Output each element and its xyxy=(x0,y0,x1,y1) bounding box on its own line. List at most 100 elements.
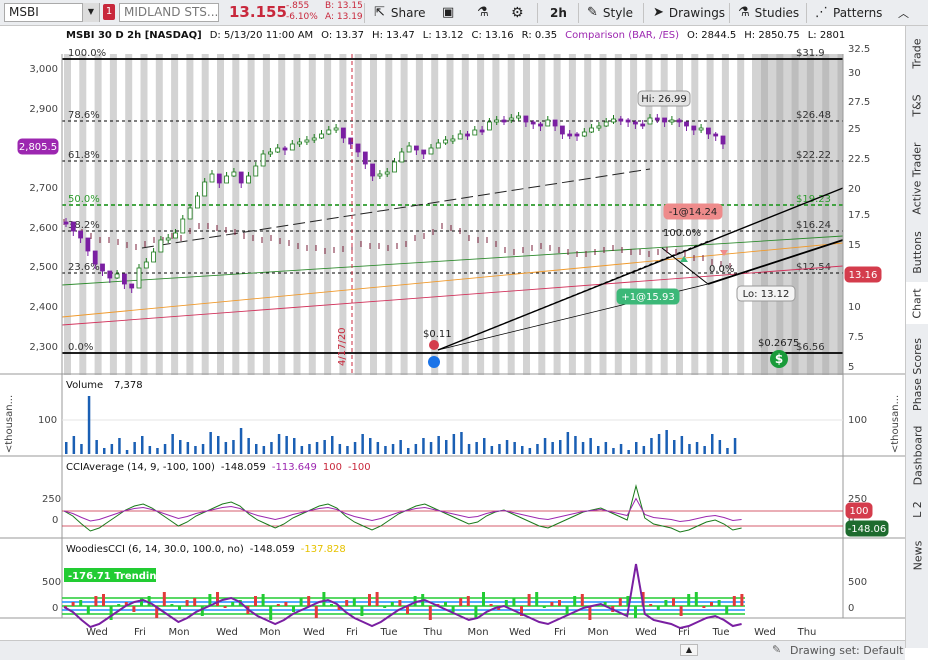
dividend-icon[interactable] xyxy=(770,350,788,368)
comparison-price-tag[interactable] xyxy=(17,138,59,155)
candle-body xyxy=(596,125,602,129)
candle-body xyxy=(574,133,580,137)
price-panel[interactable]: 100.0% $31.9 78.6% $26.48 61.8% $22.22 50.0% $1… xyxy=(61,48,844,375)
channel-left-edge[interactable] xyxy=(661,247,709,285)
style-button[interactable]: ✎ Style xyxy=(587,0,633,25)
earnings-icon[interactable] xyxy=(429,340,439,350)
candle-body xyxy=(63,221,69,225)
trendline-dashed[interactable] xyxy=(141,168,651,249)
woodies-histogram-bar xyxy=(352,598,356,606)
chevron-down-icon[interactable]: ▼ xyxy=(82,3,99,22)
woodies-cci-line xyxy=(63,563,742,630)
sidebar-tab-l-2[interactable]: L 2 xyxy=(906,490,928,528)
share-button[interactable]: ⇱ Share xyxy=(374,0,426,25)
current-price-tag[interactable] xyxy=(844,266,882,283)
symbol-input[interactable]: MSBI xyxy=(4,3,100,22)
sidebar-tab-label: Buttons xyxy=(911,230,925,274)
session-band xyxy=(232,54,240,375)
screenshot-button[interactable]: ▣ xyxy=(442,0,454,25)
candle-body xyxy=(370,163,376,177)
woodies-histogram-bar xyxy=(140,598,143,606)
info-icon[interactable] xyxy=(428,356,440,368)
link-group-badge[interactable]: 1 xyxy=(103,4,115,20)
candle-body xyxy=(151,251,157,263)
settings-button[interactable]: ⚙ xyxy=(511,0,524,25)
volume-bar xyxy=(209,432,212,454)
fib-baseline[interactable] xyxy=(437,240,709,351)
lab-button[interactable]: ⚗ xyxy=(477,0,489,25)
volume-bar xyxy=(346,446,349,454)
lo-label[interactable] xyxy=(736,285,796,302)
sidebar-tab-label: Phase Scores xyxy=(911,337,925,411)
overlays: 2,805.5 13.16 Hi: 26.99 Lo: 13.12 -1@14.24 +1… xyxy=(17,90,889,537)
buy-order-tag[interactable] xyxy=(616,288,680,305)
volume-bar xyxy=(612,448,615,454)
sidebar-tab-phase-scores[interactable]: Phase Scores xyxy=(906,328,928,420)
session-band xyxy=(446,54,454,375)
woodies-histogram-bar xyxy=(223,606,227,608)
woodies-histogram-bar xyxy=(330,604,333,606)
session-band xyxy=(538,54,546,375)
woodies-cci-panel[interactable]: WoodiesCCI (6, 14, 30.0, 100.0, no) -148.… xyxy=(42,544,867,630)
chart-header: MSBI 30 D 2h [NASDAQ] D: 5/13/20 11:00 AM… xyxy=(66,30,845,41)
candle-body xyxy=(275,147,281,153)
volume-bar xyxy=(589,438,592,454)
trending-badge xyxy=(64,568,156,582)
price-tick-right: 30 xyxy=(848,68,861,79)
drawings-button[interactable]: ➤ Drawings xyxy=(653,0,725,25)
net-change: -.855 xyxy=(286,1,310,11)
bid-ask: B: 13.15 A: 13.19 xyxy=(325,1,363,23)
chart-canvas[interactable]: 100.0%$31.978.6%$26.4861.8%$22.2250.0%$1… xyxy=(0,26,905,640)
session-band xyxy=(645,54,653,375)
cci-panel[interactable]: CCIAverage (14, 9, -100, 100) -148.059 -11… xyxy=(42,462,867,533)
drawing-set-label[interactable]: Drawing set: Default xyxy=(790,644,904,657)
style-label: Style xyxy=(602,5,634,20)
fib-price-label: $12.54 xyxy=(796,262,831,273)
woodies-histogram-bar xyxy=(375,592,379,606)
cci-level-tag[interactable] xyxy=(845,502,873,519)
candle-body xyxy=(654,117,660,121)
sidebar-tab-trade[interactable]: Trade xyxy=(906,30,928,76)
fib-pct-label: 78.6% xyxy=(68,110,100,121)
woodies-histogram-bar xyxy=(269,606,273,620)
sidebar-tab-label: T&S xyxy=(911,93,924,117)
status-bar: ▲ ✎ Drawing set: Default xyxy=(0,640,905,660)
sidebar-tab-t-s[interactable]: T&S xyxy=(906,80,928,130)
candle-body xyxy=(640,123,646,127)
interval-button[interactable]: 2h xyxy=(550,5,567,20)
cci-current-tag[interactable] xyxy=(845,520,889,537)
sidebar-tab-chart[interactable]: Chart xyxy=(906,282,928,324)
volume-bar xyxy=(148,446,152,454)
collapse-handle[interactable]: ▲ xyxy=(680,644,698,656)
collapse-button[interactable]: ︿ xyxy=(898,0,909,25)
separator xyxy=(578,3,579,23)
session-band xyxy=(568,54,576,375)
volume-bar xyxy=(665,430,668,454)
sidebar-tab-dashboard[interactable]: Dashboard xyxy=(906,424,928,486)
patterns-button[interactable]: ⋰ Patterns xyxy=(815,0,882,25)
volume-bar xyxy=(323,440,326,454)
sidebar-tab-active-trader[interactable]: Active Trader xyxy=(906,134,928,222)
woodies-histogram-bar xyxy=(86,606,90,614)
volume-bar xyxy=(551,442,554,454)
price-tick-left: 2,900 xyxy=(29,104,58,115)
hi-label[interactable] xyxy=(637,90,691,107)
sell-order-tag[interactable] xyxy=(663,203,723,220)
volume-bar xyxy=(733,438,737,454)
woodies-histogram-bar xyxy=(702,606,706,608)
candle-body xyxy=(465,133,470,137)
studies-button[interactable]: ⚗ Studies xyxy=(738,0,799,25)
trendline-green[interactable] xyxy=(61,235,844,286)
woodies-histogram-bar xyxy=(292,606,295,612)
session-band xyxy=(324,54,332,375)
trendline-red[interactable] xyxy=(61,265,844,326)
sidebar-tab-buttons[interactable]: Buttons xyxy=(906,226,928,278)
sidebar-tab-news[interactable]: News xyxy=(906,532,928,578)
session-band xyxy=(737,54,745,375)
volume-bar xyxy=(407,448,410,454)
trendline-orange[interactable] xyxy=(61,242,844,318)
channel-lower[interactable] xyxy=(707,239,844,285)
woodies-histogram-bar xyxy=(254,596,257,606)
woodies-histogram-bar xyxy=(451,606,455,612)
volume-panel[interactable]: Volume 7,378 100 100 <thousan... <thousan... xyxy=(4,380,901,454)
